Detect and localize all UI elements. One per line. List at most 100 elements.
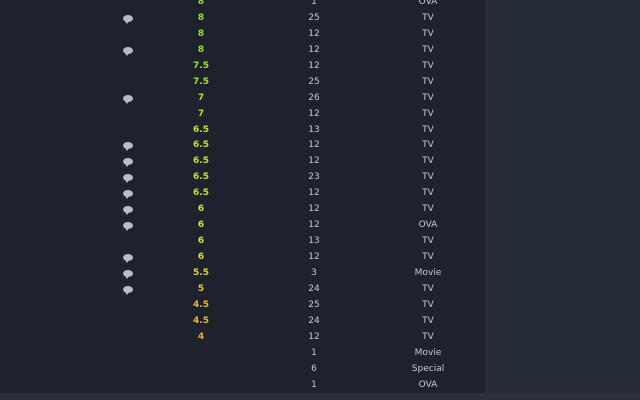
type-cell: TV — [422, 204, 434, 215]
score-cell: 6 — [197, 252, 205, 262]
score-cell — [181, 378, 221, 394]
comment-cell — [119, 362, 137, 378]
table-row[interactable]: 4 12 TV — [0, 330, 485, 346]
table-row[interactable]: 5.5 3 Movie — [0, 266, 485, 282]
comment-bubble-icon[interactable] — [123, 142, 133, 152]
comment-bubble-icon[interactable] — [123, 285, 133, 295]
comment-bubble-icon[interactable] — [123, 158, 133, 168]
score-cell: 6.5 — [193, 172, 209, 183]
comment-bubble-icon[interactable] — [123, 190, 133, 200]
type-cell: TV — [422, 124, 434, 135]
episodes-cell: 12 — [308, 140, 320, 151]
score-cell: 6 — [197, 204, 205, 215]
table-row[interactable]: 6.5 23 TV — [0, 170, 485, 186]
table-row[interactable]: 8 12 TV — [0, 43, 485, 59]
score-cell: 5.5 — [193, 267, 209, 278]
type-cell: TV — [422, 236, 434, 247]
table-row[interactable]: 6 13 TV — [0, 234, 485, 250]
comment-bubble-icon[interactable] — [123, 174, 133, 184]
type-cell: Movie — [414, 347, 442, 358]
table-row[interactable]: 6 12 TV — [0, 250, 485, 266]
table-row[interactable]: 6.5 12 TV — [0, 154, 485, 170]
comment-cell — [119, 0, 137, 11]
comment-cell — [119, 123, 137, 139]
comment-cell — [119, 202, 137, 218]
score-cell: 8 — [197, 0, 205, 7]
comment-bubble-icon[interactable] — [123, 94, 133, 104]
type-cell: TV — [422, 92, 434, 103]
comment-cell — [119, 266, 137, 282]
bottom-bar — [0, 393, 640, 400]
table-row[interactable]: 6.5 12 TV — [0, 138, 485, 154]
type-cell: TV — [422, 156, 434, 167]
comment-cell — [119, 170, 137, 186]
table-row[interactable]: 1 OVA — [0, 378, 485, 394]
type-cell: TV — [422, 331, 434, 342]
score-cell: 4.5 — [193, 315, 209, 326]
comment-cell — [119, 107, 137, 123]
type-cell: TV — [422, 44, 434, 55]
comment-bubble-icon[interactable] — [123, 14, 133, 24]
comment-cell — [119, 218, 137, 234]
episodes-cell: 24 — [308, 315, 320, 326]
type-cell: TV — [422, 188, 434, 199]
type-cell: TV — [422, 28, 434, 39]
comment-cell — [119, 27, 137, 43]
comment-bubble-icon[interactable] — [123, 206, 133, 216]
score-cell — [181, 362, 221, 378]
score-cell: 7.5 — [193, 76, 209, 87]
comment-cell — [119, 11, 137, 27]
episodes-cell: 12 — [308, 220, 320, 231]
table-row[interactable]: 6.5 12 TV — [0, 186, 485, 202]
table-row[interactable]: 8 12 TV — [0, 27, 485, 43]
comment-bubble-icon[interactable] — [123, 222, 133, 232]
episodes-cell: 1 — [311, 379, 317, 390]
table-row[interactable]: 7.5 12 TV — [0, 59, 485, 75]
table-row[interactable]: 4.5 25 TV — [0, 298, 485, 314]
table-row[interactable]: 6 Special — [0, 362, 485, 378]
episodes-cell: 1 — [311, 347, 317, 358]
table-row[interactable]: 6 12 TV — [0, 202, 485, 218]
table-row[interactable]: 6.5 13 TV — [0, 123, 485, 139]
table-row[interactable]: 6 12 OVA — [0, 218, 485, 234]
episodes-cell: 12 — [308, 60, 320, 71]
comment-bubble-icon[interactable] — [123, 46, 133, 56]
table-row[interactable]: 4.5 24 TV — [0, 314, 485, 330]
type-cell: TV — [422, 108, 434, 119]
table-row[interactable]: 8 25 TV — [0, 11, 485, 27]
comment-cell — [119, 346, 137, 362]
type-cell: TV — [422, 283, 434, 294]
episodes-cell: 13 — [308, 236, 320, 247]
episodes-cell: 24 — [308, 283, 320, 294]
table-row[interactable]: 1 Movie — [0, 346, 485, 362]
score-cell: 7 — [197, 108, 205, 119]
table-row[interactable]: 8 1 OVA — [0, 0, 485, 11]
score-cell: 6.5 — [193, 124, 209, 135]
comment-bubble-icon[interactable] — [123, 269, 133, 279]
comment-cell — [119, 314, 137, 330]
episodes-cell: 1 — [311, 0, 317, 7]
score-cell: 8 — [197, 28, 205, 39]
episodes-cell: 23 — [308, 172, 320, 183]
table-row[interactable]: 5 24 TV — [0, 282, 485, 298]
table-row[interactable]: 7 26 TV — [0, 91, 485, 107]
comment-bubble-icon[interactable] — [123, 254, 133, 263]
comment-cell — [119, 43, 137, 59]
score-cell: 8 — [197, 44, 205, 55]
comment-cell — [119, 75, 137, 91]
table-row[interactable]: 7.5 25 TV — [0, 75, 485, 91]
episodes-cell: 12 — [308, 108, 320, 119]
episodes-cell: 12 — [308, 188, 320, 199]
episodes-cell: 12 — [308, 204, 320, 215]
table-row[interactable]: 7 12 TV — [0, 107, 485, 123]
episodes-cell: 3 — [311, 267, 317, 278]
type-cell: TV — [422, 299, 434, 310]
score-cell: 6.5 — [193, 156, 209, 167]
comment-cell — [119, 298, 137, 314]
comment-cell — [119, 138, 137, 154]
type-cell: TV — [422, 172, 434, 183]
type-cell: Movie — [414, 267, 442, 278]
comment-cell — [119, 250, 137, 266]
type-cell: OVA — [418, 220, 438, 231]
comment-cell — [119, 154, 137, 170]
